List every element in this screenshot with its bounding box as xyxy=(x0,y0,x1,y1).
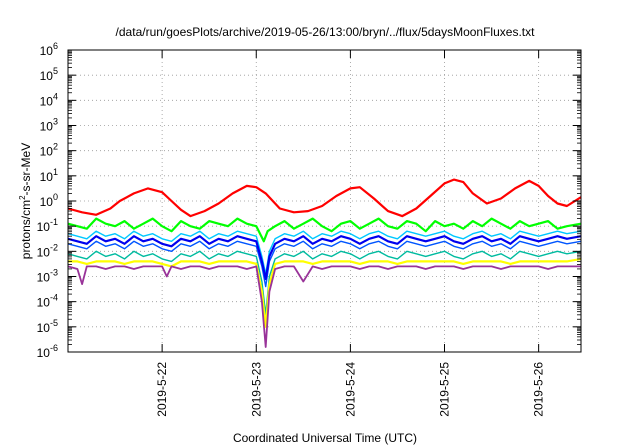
axis-ticks xyxy=(68,49,581,353)
y-tick-label: 10-6 xyxy=(37,343,58,360)
y-axis-title: protons/cm2-s-sr-MeV xyxy=(18,143,33,259)
y-tick-label: 10-5 xyxy=(37,318,58,335)
x-tick-label: 2019-5-26 xyxy=(532,362,546,417)
chart-title: /data/run/goesPlots/archive/2019-05-26/1… xyxy=(116,25,536,39)
y-tick-label: 10-1 xyxy=(37,217,58,234)
series-line-1 xyxy=(67,178,582,218)
y-tick-label: 101 xyxy=(40,167,58,184)
series-line-5 xyxy=(67,235,582,281)
y-tick-label: 10-3 xyxy=(37,268,58,285)
x-tick-labels: 2019-5-22 2019-5-23 2019-5-24 2019-5-25 2019… xyxy=(155,362,546,417)
series-group xyxy=(67,178,582,348)
x-tick-label: 2019-5-24 xyxy=(343,362,357,417)
x-tick-label: 2019-5-25 xyxy=(438,362,452,417)
x-tick-label: 2019-5-23 xyxy=(249,362,263,417)
series-line-3 xyxy=(67,230,582,275)
series-line-4 xyxy=(67,240,582,288)
y-tick-label: 10-4 xyxy=(37,293,58,310)
x-tick-label: 2019-5-22 xyxy=(155,362,169,417)
y-tick-label: 102 xyxy=(40,142,58,159)
y-axis-title-rest: -s-sr-MeV xyxy=(19,143,33,196)
y-tick-label: 106 xyxy=(40,41,58,58)
x-axis-title: Coordinated Universal Time (UTC) xyxy=(233,431,417,445)
series-line-7 xyxy=(68,257,582,328)
y-tick-label: 100 xyxy=(40,192,58,209)
y-tick-label: 103 xyxy=(40,117,58,134)
y-axis-title-exponent: 2 xyxy=(18,195,27,200)
y-axis-title-main: protons/cm xyxy=(19,200,33,259)
series-line-6 xyxy=(67,250,582,315)
y-tick-label: 105 xyxy=(40,66,58,83)
series-line-8 xyxy=(67,265,581,348)
y-tick-labels: 10-6 10-5 10-4 10-3 10-2 10-1 100 101 102 103 104 1… xyxy=(37,41,58,360)
y-tick-label: 10-2 xyxy=(37,242,58,259)
series-line-2 xyxy=(67,217,582,243)
grid-lines xyxy=(68,50,581,352)
y-tick-label: 104 xyxy=(40,91,58,108)
